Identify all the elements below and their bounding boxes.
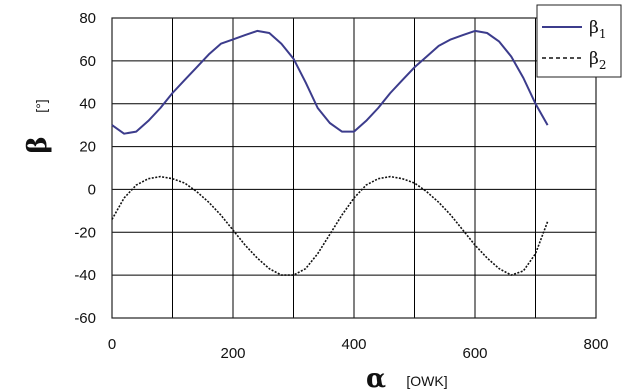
- y-tick-label: 80: [79, 10, 96, 27]
- y-axis-symbol: β: [23, 136, 53, 153]
- y-axis-unit: [°]: [33, 99, 49, 112]
- legend-box: [536, 4, 622, 78]
- plot-frame: [111, 17, 597, 319]
- x-tick-label: 800: [583, 336, 608, 353]
- x-tick-label: 0: [108, 336, 116, 353]
- series-lines: [111, 29, 549, 276]
- grid-lines: [111, 17, 597, 319]
- y-tick-label: 0: [88, 181, 96, 198]
- x-tick-label: 200: [220, 345, 245, 362]
- y-tick-label: -60: [74, 310, 96, 327]
- x-tick-label: 600: [462, 345, 487, 362]
- series-line-β1: [111, 29, 549, 135]
- y-tick-label: -40: [74, 267, 96, 284]
- x-axis-symbol: α: [366, 364, 386, 391]
- y-tick-label: 20: [79, 139, 96, 156]
- series-line-β2: [111, 175, 549, 276]
- y-tick-label: -20: [74, 224, 96, 241]
- x-tick-label: 400: [341, 336, 366, 353]
- x-axis-unit: [OWK]: [406, 373, 447, 389]
- y-tick-label: 40: [79, 96, 96, 113]
- y-axis-title: β: [23, 136, 53, 153]
- y-tick-label: 60: [79, 53, 96, 70]
